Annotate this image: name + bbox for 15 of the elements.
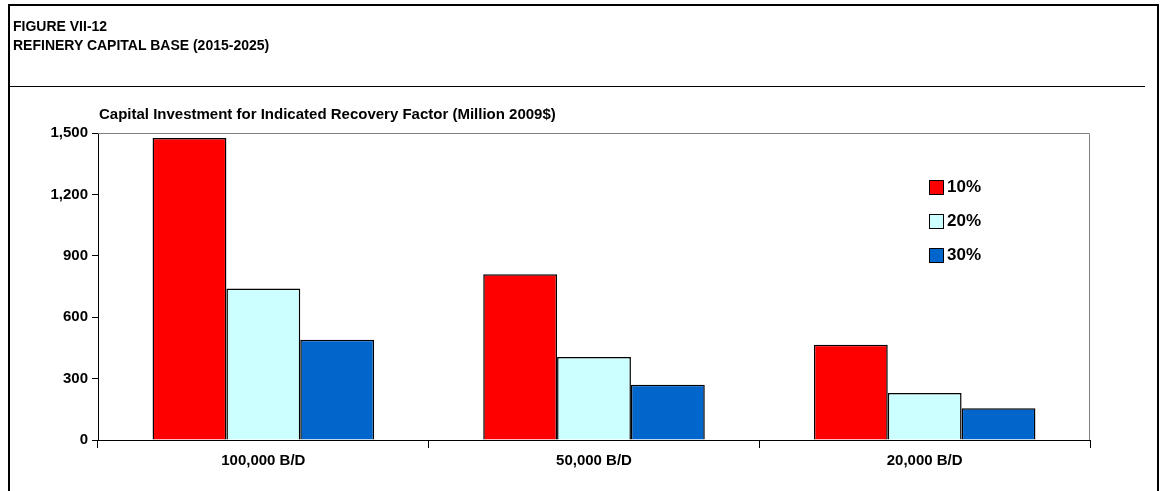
y-axis-title: Capital Investment for Indicated Recovery Factor (Million 2009$)	[99, 105, 556, 122]
x-tick-label: 20,000 B/D	[886, 451, 963, 469]
legend-label: 10%	[946, 177, 981, 197]
y-tick-label: 1,500	[50, 123, 88, 141]
x-tick-label: 100,000 B/D	[221, 451, 306, 469]
y-tick-label: 300	[62, 368, 88, 386]
y-tick-label: 1,200	[50, 184, 88, 202]
y-tick-label: 600	[62, 307, 88, 325]
y-tick-label: 0	[79, 430, 88, 448]
y-tick-label: 900	[62, 245, 88, 263]
x-tick-label: 50,000 B/D	[556, 451, 633, 469]
legend-label: 30%	[946, 245, 981, 265]
legend-label: 20%	[946, 211, 981, 231]
chart-title: FIGURE VII-12	[13, 17, 109, 36]
chart-subtitle: REFINERY CAPITAL BASE (2015-2025)	[13, 36, 270, 55]
